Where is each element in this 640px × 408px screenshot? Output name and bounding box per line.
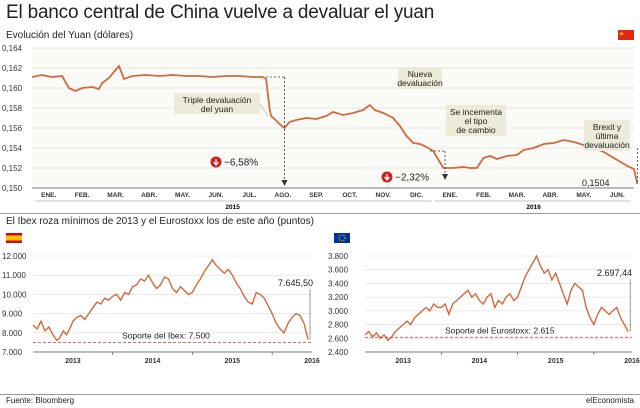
last-value-label: 7.645,50 [278, 278, 313, 288]
drop-arrowhead [281, 180, 288, 186]
down-arrow-glyph [384, 174, 390, 182]
y-tick-label: 3.800 [328, 252, 349, 261]
last-value-label: 0,1504 [582, 178, 610, 188]
indices-section-subtitle: El Ibex roza mínimos de 2013 y el Eurost… [6, 216, 314, 227]
y-tick-label: 2.600 [328, 334, 349, 343]
annotation-new-devaluation: devaluación [397, 78, 443, 88]
annotation-exchange-rate: de cambio [456, 125, 495, 135]
x-tick-label: DIC. [410, 192, 423, 199]
support-label: Soporte del Ibex: 7.500 [122, 330, 210, 340]
y-tick-label: 0,162 [2, 64, 23, 73]
annotation-exchange-rate: Se incementa [450, 107, 502, 117]
annotation-brexit: Brexit y [593, 122, 622, 132]
x-tick-label: FEB. [75, 192, 90, 199]
annotation-triple-devaluation: del yuan [201, 104, 233, 114]
annotation-exchange-rate: el tipo [465, 116, 488, 126]
support-label: Soporte del Eurostoxx: 2.615 [445, 325, 555, 335]
y-tick-label: 0,154 [2, 144, 23, 153]
x-tick-label: 2016 [304, 358, 320, 365]
ibex-chart: Ibex 35 12.000 11.000 10.000 9.000 8.000 7.000… [2, 244, 320, 365]
annotation-brexit-box [584, 120, 630, 151]
yuan-series-line [31, 64, 639, 185]
x-tick-label: JUN. [209, 192, 224, 199]
y-tick-label: 11.000 [2, 271, 26, 280]
year-label: 2016 [526, 204, 541, 211]
x-tick-label: MAR. [107, 192, 124, 199]
x-tick-label: 2015 [548, 358, 564, 365]
index-series-line [364, 254, 629, 342]
x-tick-label: ABR. [542, 192, 558, 199]
x-tick-label: 2014 [472, 358, 488, 365]
x-tick-label: OCT. [342, 192, 357, 199]
y-tick-label: 0,152 [2, 164, 23, 173]
plot-area [32, 48, 634, 188]
page-title: El banco central de China vuelve a deval… [6, 2, 435, 23]
y-tick-label: 7.000 [2, 348, 23, 357]
footer-source: Fuente: Bloomberg [6, 396, 75, 405]
y-tick-label: 10.000 [2, 290, 27, 299]
down-arrow-glyph [213, 159, 219, 167]
y-tick-label: 0,156 [2, 124, 23, 133]
annotation-exchange-rate-box [446, 105, 506, 136]
x-tick-label: JUN. [610, 192, 625, 199]
yuan-chart-subtitle: Evolución del Yuan (dólares) [6, 30, 134, 41]
annotation-triple-devaluation-box [174, 93, 260, 114]
footer-brand: elEconomista [585, 396, 634, 405]
annotation-brexit: devaluación [584, 140, 630, 150]
x-tick-label: 2013 [395, 358, 411, 365]
change-label-2016: −2,32% [395, 173, 429, 184]
y-tick-label: 3.000 [328, 307, 349, 316]
annotation-leader [259, 103, 269, 117]
x-tick-label: 2014 [145, 358, 161, 365]
change-label-2015: −6,58% [224, 158, 258, 169]
y-tick-label: 8.000 [2, 329, 23, 338]
x-tick-label: AGO. [275, 192, 292, 199]
annotation-brexit: última [596, 131, 619, 141]
y-tick-label: 0,158 [2, 104, 23, 113]
chart-title: Eurostoxx [355, 244, 399, 245]
x-tick-label: 2013 [65, 358, 81, 365]
y-tick-label: 2.800 [328, 321, 349, 330]
x-tick-label: MAY. [576, 192, 591, 199]
year-label: 2015 [225, 204, 240, 211]
y-tick-label: 3.600 [328, 266, 349, 275]
annotation-new-devaluation-box [398, 67, 442, 89]
y-tick-label: 12.000 [2, 252, 27, 261]
y-tick-label: 0,164 [2, 44, 23, 53]
x-tick-label: ABR. [141, 192, 157, 199]
x-tick-label: MAR. [509, 192, 526, 199]
section-divider [0, 213, 640, 214]
x-tick-label: JUL. [242, 192, 256, 199]
y-tick-label: 0,160 [2, 84, 23, 93]
x-tick-label: 2015 [224, 358, 240, 365]
eu-flag-icon [334, 233, 350, 243]
x-tick-label: NOV. [376, 192, 391, 199]
y-tick-label: 9.000 [2, 310, 23, 319]
x-tick-label: FEB. [476, 192, 491, 199]
x-tick-label: MAY. [175, 192, 190, 199]
annotation-new-devaluation: Nueva [408, 69, 433, 79]
x-tick-label: 2016 [624, 358, 640, 365]
spain-flag-icon [6, 233, 22, 243]
y-tick-label: 3.400 [328, 279, 349, 288]
annotation-triple-devaluation: Triple devaluación [183, 95, 252, 105]
yuan-chart: 0,164 0,162 0,160 0,158 0,156 0,154 0,152 0,150… [2, 44, 639, 211]
y-tick-label: 3.200 [328, 293, 349, 302]
eurostoxx-chart: Eurostoxx 3.800 3.600 3.400 3.200 3.000 2.800 2… [328, 244, 640, 365]
footer-divider [0, 394, 640, 395]
drop-arrowhead [442, 174, 449, 180]
chart-title: Ibex 35 [26, 244, 59, 245]
x-tick-label: ENE. [442, 192, 457, 199]
x-tick-label: ENE. [41, 192, 56, 199]
index-series-line [32, 258, 309, 342]
x-tick-label: SEP. [309, 192, 323, 199]
last-value-label: 2.697,44 [597, 268, 632, 278]
china-flag-icon [618, 30, 634, 40]
y-tick-label: 2.400 [328, 348, 349, 357]
y-tick-label: 0,150 [2, 184, 23, 193]
